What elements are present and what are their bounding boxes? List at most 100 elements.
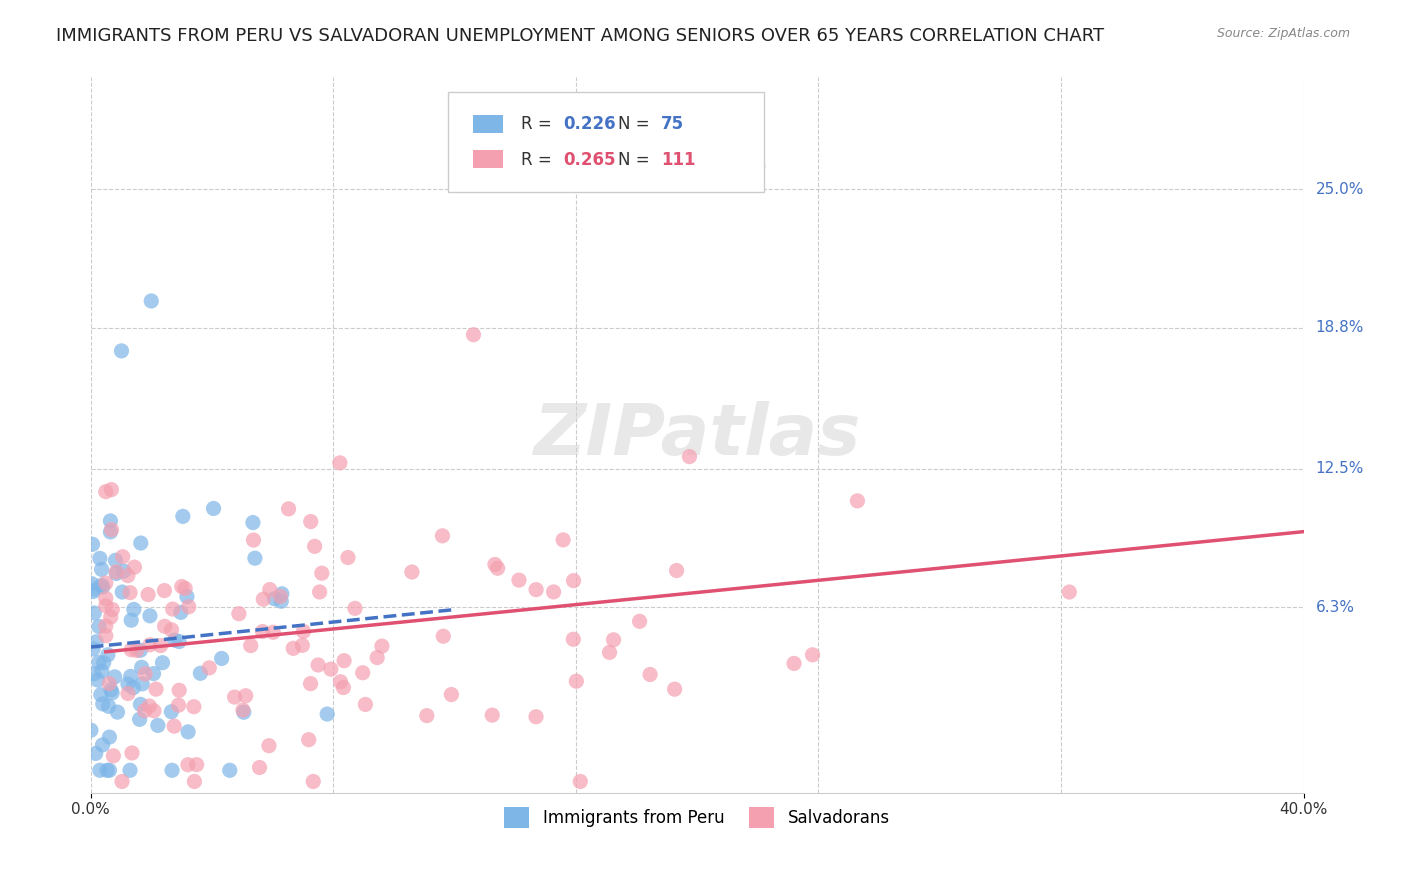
Point <box>224 690 246 704</box>
Text: N =: N = <box>619 115 655 133</box>
Point <box>678 450 700 464</box>
Point <box>149 639 172 653</box>
Point <box>111 549 134 564</box>
Point <box>242 516 264 530</box>
Point <box>602 632 624 647</box>
Point <box>139 608 162 623</box>
Point <box>120 613 142 627</box>
Point <box>100 523 122 537</box>
Point <box>270 594 292 608</box>
Text: 111: 111 <box>661 151 695 169</box>
Point <box>91 580 114 594</box>
Point <box>117 568 139 582</box>
Point <box>162 602 184 616</box>
Point <box>263 591 285 606</box>
Point <box>118 764 141 778</box>
Point <box>562 574 585 588</box>
Point <box>98 676 121 690</box>
Point <box>96 764 118 778</box>
Point <box>124 560 146 574</box>
Point <box>783 657 806 671</box>
Point <box>484 558 506 572</box>
Point <box>90 578 112 592</box>
Text: 0.226: 0.226 <box>564 115 616 133</box>
Point <box>82 641 104 656</box>
Point <box>120 669 142 683</box>
Point <box>664 682 686 697</box>
Point <box>98 764 121 778</box>
Point <box>354 698 377 712</box>
Point <box>112 564 135 578</box>
Point <box>120 642 142 657</box>
Point <box>103 748 125 763</box>
Point <box>136 588 159 602</box>
Point <box>565 674 588 689</box>
Point <box>304 539 326 553</box>
FancyBboxPatch shape <box>472 151 503 169</box>
Point <box>134 704 156 718</box>
Point <box>186 757 208 772</box>
Point <box>308 585 330 599</box>
Point <box>129 643 152 657</box>
Legend: Immigrants from Peru, Salvadorans: Immigrants from Peru, Salvadorans <box>498 801 897 834</box>
Point <box>249 760 271 774</box>
Point <box>228 607 250 621</box>
Point <box>90 688 112 702</box>
Point <box>82 584 104 599</box>
Point <box>142 666 165 681</box>
Point <box>665 564 688 578</box>
Point <box>152 656 174 670</box>
Point <box>94 576 117 591</box>
Text: 0.265: 0.265 <box>564 151 616 169</box>
Point <box>333 654 356 668</box>
Point <box>747 160 769 174</box>
Point <box>401 565 423 579</box>
Point <box>94 629 117 643</box>
Point <box>599 645 621 659</box>
Point <box>211 651 233 665</box>
Point <box>508 573 530 587</box>
Point <box>100 483 122 497</box>
Point <box>80 576 103 591</box>
Point <box>1059 585 1081 599</box>
Point <box>628 615 651 629</box>
Point <box>801 648 824 662</box>
Point <box>129 698 152 712</box>
Point <box>277 501 299 516</box>
Point <box>90 664 112 678</box>
Point <box>283 641 305 656</box>
Point <box>131 660 153 674</box>
Point <box>167 698 190 713</box>
Point <box>111 774 134 789</box>
Point <box>146 718 169 732</box>
Point <box>299 676 322 690</box>
Point <box>176 590 198 604</box>
Text: IMMIGRANTS FROM PERU VS SALVADORAN UNEMPLOYMENT AMONG SENIORS OVER 65 YEARS CORR: IMMIGRANTS FROM PERU VS SALVADORAN UNEMP… <box>56 27 1104 45</box>
Text: 12.5%: 12.5% <box>1316 461 1364 476</box>
Text: 18.8%: 18.8% <box>1316 320 1364 335</box>
Point <box>139 638 162 652</box>
Point <box>138 699 160 714</box>
Point <box>562 632 585 647</box>
Point <box>91 738 114 752</box>
Point <box>141 293 163 308</box>
Point <box>167 634 190 648</box>
Point <box>167 683 190 698</box>
Point <box>163 633 186 648</box>
Point <box>131 677 153 691</box>
Point <box>87 656 110 670</box>
Point <box>352 665 374 680</box>
Point <box>202 501 225 516</box>
Point <box>298 732 321 747</box>
Point <box>638 667 661 681</box>
Point <box>311 566 333 581</box>
Point <box>463 327 485 342</box>
Point <box>93 656 115 670</box>
Point <box>329 456 352 470</box>
Point <box>160 623 183 637</box>
Point <box>170 580 193 594</box>
Point <box>569 774 592 789</box>
Point <box>336 550 359 565</box>
Text: R =: R = <box>522 115 557 133</box>
Point <box>190 666 212 681</box>
